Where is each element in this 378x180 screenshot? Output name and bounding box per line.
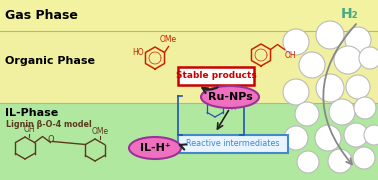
Text: Stable products: Stable products [176, 71, 256, 80]
Circle shape [315, 125, 341, 151]
Text: IL-Phase: IL-Phase [5, 108, 58, 118]
Text: HO: HO [132, 48, 144, 57]
Circle shape [283, 79, 309, 105]
Text: Lignin β-O-4 model: Lignin β-O-4 model [6, 120, 92, 129]
Bar [178, 135, 288, 153]
Ellipse shape [129, 137, 181, 159]
Circle shape [299, 52, 325, 78]
Bar [0, 0, 378, 31]
Text: OH: OH [285, 51, 296, 60]
Circle shape [297, 151, 319, 173]
Circle shape [353, 147, 375, 169]
Text: OMe: OMe [160, 35, 177, 44]
Bar [0, 31, 378, 103]
Text: OH: OH [23, 125, 35, 134]
Text: Organic Phase: Organic Phase [5, 56, 95, 66]
Circle shape [295, 102, 319, 126]
Circle shape [359, 47, 378, 69]
Circle shape [328, 149, 352, 173]
Bar [0, 103, 378, 180]
Text: Reactive intermediates: Reactive intermediates [186, 140, 280, 148]
Text: Ru-NPs: Ru-NPs [208, 92, 253, 102]
Text: OMe: OMe [91, 127, 108, 136]
Ellipse shape [201, 86, 259, 108]
Text: O: O [235, 96, 240, 102]
Text: IL-H⁺: IL-H⁺ [139, 143, 170, 153]
Circle shape [334, 46, 362, 74]
Circle shape [284, 126, 308, 150]
Circle shape [316, 21, 344, 49]
Circle shape [345, 27, 371, 53]
Text: H: H [230, 105, 235, 111]
Circle shape [364, 125, 378, 145]
Circle shape [283, 29, 309, 55]
Circle shape [354, 97, 376, 119]
Bar [178, 67, 254, 85]
Circle shape [316, 74, 344, 102]
Text: O: O [47, 135, 54, 144]
Text: Gas Phase: Gas Phase [5, 9, 78, 22]
Circle shape [344, 123, 368, 147]
Circle shape [329, 99, 355, 125]
Circle shape [346, 75, 370, 99]
Text: H₂: H₂ [341, 7, 359, 21]
